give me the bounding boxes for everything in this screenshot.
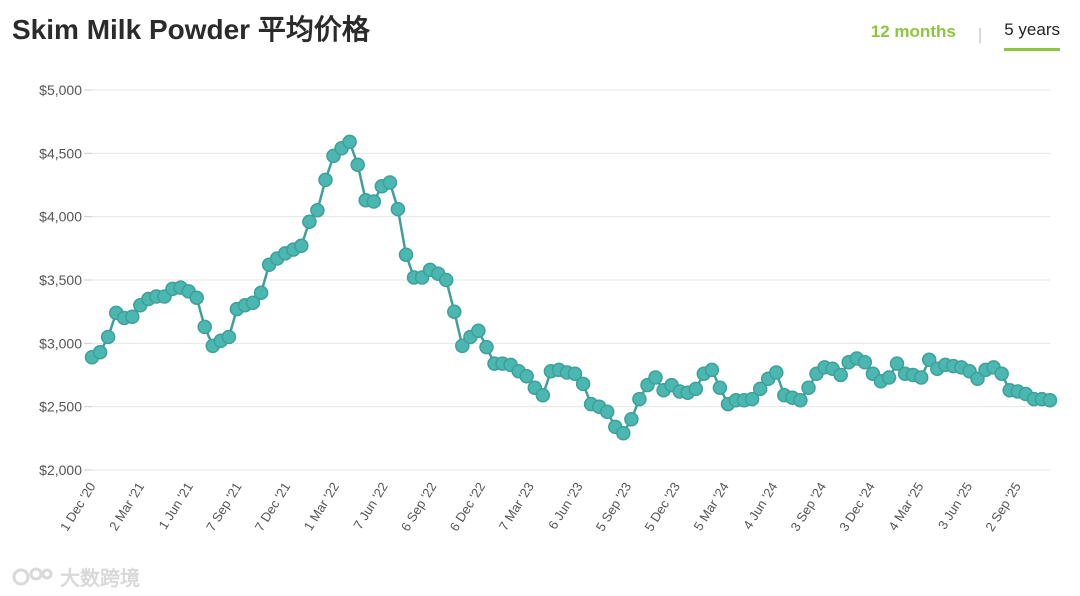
data-point[interactable] bbox=[567, 366, 583, 381]
data-point[interactable] bbox=[1042, 393, 1058, 408]
y-tick-label: $4,500 bbox=[39, 145, 82, 161]
data-point[interactable] bbox=[479, 339, 494, 355]
x-tick-label: 6 Sep '22 bbox=[398, 480, 440, 534]
data-point[interactable] bbox=[881, 370, 897, 385]
x-tick-label: 2 Sep '25 bbox=[982, 480, 1024, 534]
data-point[interactable] bbox=[648, 370, 663, 385]
data-point[interactable] bbox=[398, 247, 414, 262]
page-title: Skim Milk Powder 平均价格 bbox=[12, 14, 370, 45]
x-tick-label: 2 Mar '21 bbox=[106, 480, 147, 534]
series-path bbox=[91, 139, 1051, 436]
data-point[interactable] bbox=[455, 338, 470, 354]
data-point[interactable] bbox=[688, 381, 704, 397]
tab-5-years[interactable]: 5 years bbox=[1004, 18, 1060, 51]
data-point[interactable] bbox=[632, 391, 647, 407]
data-point[interactable] bbox=[801, 380, 816, 395]
y-tick-label: $2,000 bbox=[39, 462, 82, 478]
data-point[interactable] bbox=[318, 172, 333, 188]
watermark: 大数跨境 bbox=[12, 562, 140, 591]
x-tick-label: 7 Jun '22 bbox=[350, 480, 390, 532]
x-tick-label: 5 Sep '23 bbox=[593, 480, 635, 534]
data-point[interactable] bbox=[447, 304, 462, 319]
data-point[interactable] bbox=[970, 371, 985, 387]
x-tick-label: 7 Sep '21 bbox=[203, 480, 245, 534]
x-tick-label: 4 Jun '24 bbox=[740, 480, 780, 532]
data-point[interactable] bbox=[833, 367, 848, 383]
y-tick-label: $2,500 bbox=[39, 399, 82, 415]
x-tick-label: 7 Mar '23 bbox=[496, 480, 537, 534]
x-tick-label: 3 Dec '24 bbox=[836, 480, 878, 534]
data-point[interactable] bbox=[712, 380, 728, 395]
data-point[interactable] bbox=[624, 412, 639, 427]
data-point[interactable] bbox=[302, 214, 317, 229]
data-point[interactable] bbox=[294, 238, 309, 254]
data-point[interactable] bbox=[197, 319, 212, 335]
tab-separator: | bbox=[977, 24, 983, 44]
data-point[interactable] bbox=[921, 352, 937, 368]
x-tick-label: 7 Dec '21 bbox=[252, 480, 294, 534]
data-point[interactable] bbox=[92, 344, 108, 360]
data-point[interactable] bbox=[221, 329, 237, 345]
data-point[interactable] bbox=[519, 369, 534, 384]
x-tick-label: 5 Dec '23 bbox=[641, 480, 683, 534]
data-point[interactable] bbox=[100, 329, 116, 345]
data-point[interactable] bbox=[310, 203, 325, 218]
data-point[interactable] bbox=[793, 393, 808, 408]
data-point[interactable] bbox=[769, 365, 784, 380]
data-point[interactable] bbox=[889, 356, 905, 371]
series-points bbox=[84, 134, 1058, 441]
series-line bbox=[91, 139, 1051, 436]
grid-lines bbox=[92, 89, 1050, 471]
tab-12-months[interactable]: 12 months bbox=[870, 21, 956, 41]
data-point[interactable] bbox=[253, 285, 269, 300]
data-point[interactable] bbox=[382, 175, 398, 190]
range-tabs: 12 months | 5 years bbox=[871, 18, 1060, 51]
data-point[interactable] bbox=[857, 355, 873, 370]
data-point[interactable] bbox=[471, 323, 486, 338]
x-tick-label: 3 Jun '25 bbox=[935, 480, 975, 532]
watermark-text: 大数跨境 bbox=[60, 568, 140, 590]
x-tick-label: 3 Sep '24 bbox=[788, 480, 830, 534]
watermark-logo-icon bbox=[12, 567, 53, 585]
y-tick-label: $5,000 bbox=[39, 82, 82, 98]
data-point[interactable] bbox=[599, 404, 615, 419]
data-point[interactable] bbox=[125, 309, 140, 324]
data-point[interactable] bbox=[575, 376, 591, 392]
data-point[interactable] bbox=[535, 388, 551, 403]
data-point[interactable] bbox=[994, 366, 1009, 381]
data-point[interactable] bbox=[189, 290, 204, 305]
data-point[interactable] bbox=[913, 370, 929, 385]
data-point[interactable] bbox=[245, 295, 261, 311]
data-point[interactable] bbox=[752, 381, 768, 397]
data-point[interactable] bbox=[704, 362, 720, 378]
x-tick-label: 1 Mar '22 bbox=[301, 480, 342, 534]
data-point[interactable] bbox=[342, 134, 357, 150]
data-point[interactable] bbox=[390, 201, 406, 217]
y-tick-label: $3,000 bbox=[39, 335, 82, 351]
data-point[interactable] bbox=[616, 426, 631, 441]
x-tick-label: 1 Dec '20 bbox=[57, 480, 99, 534]
data-point[interactable] bbox=[438, 272, 454, 288]
y-axis-ticks: $2,000 $2,500 $3,000 $3,500 $4,000 $4,500 $5,0… bbox=[39, 82, 92, 478]
x-tick-label: 5 Mar '24 bbox=[690, 480, 731, 534]
data-point[interactable] bbox=[366, 194, 382, 209]
x-tick-label: 1 Jun '21 bbox=[155, 480, 195, 532]
data-point[interactable] bbox=[744, 391, 760, 407]
x-tick-label: 4 Mar '25 bbox=[885, 480, 926, 534]
x-axis-ticks: 1 Dec '20 2 Mar '21 1 Jun '21 7 Sep '21 7 De… bbox=[57, 480, 1024, 534]
data-point[interactable] bbox=[350, 157, 365, 172]
y-tick-label: $4,000 bbox=[39, 209, 82, 225]
x-tick-label: 6 Dec '22 bbox=[447, 480, 489, 534]
x-tick-label: 6 Jun '23 bbox=[545, 480, 585, 532]
y-tick-label: $3,500 bbox=[39, 272, 82, 288]
